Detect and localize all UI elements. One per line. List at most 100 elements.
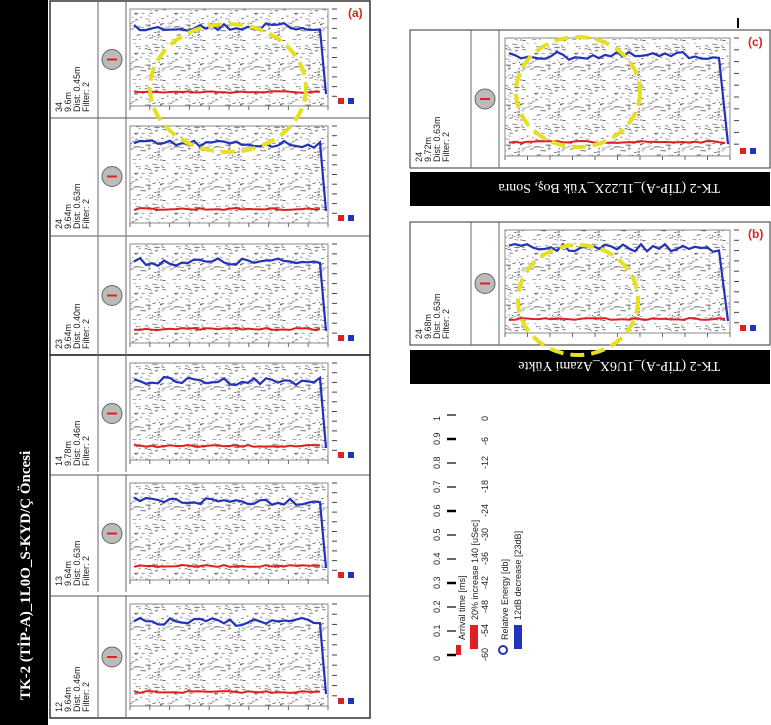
panel-label: Filter: 2 <box>81 682 91 712</box>
banner-text: TK-2 (TİP-A)_1L22X_Yük Boş, Sonra <box>498 180 720 196</box>
legend-tick-label: -18 <box>480 480 490 493</box>
legend-text: Relative Energy [db] <box>500 559 510 640</box>
panel-label: 24 <box>414 329 424 339</box>
legend-tick-label: 0.3 <box>432 576 442 589</box>
legend-tick-label: -30 <box>480 528 490 541</box>
waveform-plot <box>504 229 731 334</box>
title-strip <box>0 0 48 725</box>
legend-tick-label: 0.8 <box>432 456 442 469</box>
legend-tick-label: 0.6 <box>432 504 442 517</box>
arrival-line <box>133 563 321 568</box>
waveform-plot <box>129 482 329 581</box>
legend-tick-label: 0.9 <box>432 432 442 445</box>
highlight <box>516 243 640 357</box>
legend-tick-label: 0.4 <box>432 552 442 565</box>
scale-key <box>750 325 756 331</box>
energy-line <box>133 496 328 569</box>
legend-tick-label: 0.2 <box>432 600 442 613</box>
legend-tick-label: -6 <box>480 437 490 445</box>
arrival-line <box>133 326 321 332</box>
legend-tick-label: 0.5 <box>432 528 442 541</box>
banner-text: TK-2 (TİP-A)_1U6X_Azami Yükte <box>518 358 720 374</box>
panel-label: Filter: 2 <box>81 199 91 229</box>
panel-label: 24 <box>414 152 424 162</box>
panel-box <box>409 29 771 169</box>
arrival-line <box>133 443 320 449</box>
legend-tick-label: -54 <box>480 624 490 637</box>
panel-label: 9.64m <box>63 561 73 586</box>
panel-label: Filter: 2 <box>81 436 91 466</box>
waveform-plot <box>129 8 329 107</box>
legend-tick-label: -36 <box>480 552 490 565</box>
panel-label: 9.72m <box>423 137 433 162</box>
scale-key <box>740 325 746 331</box>
arrival-line <box>133 690 321 694</box>
energy-line <box>133 375 328 449</box>
highlight <box>148 22 308 154</box>
left-title: TK-2 (TİP-A)_1L0O_S-KYD/Ç Öncesi <box>17 451 34 700</box>
legend-key <box>498 645 508 655</box>
panel-label: Filter: 2 <box>81 82 91 112</box>
energy-line <box>133 616 328 695</box>
legend-tick-label: -48 <box>480 600 490 613</box>
panel-label: 9.64m <box>63 204 73 229</box>
banner <box>410 350 770 384</box>
panel-label: Dist: 0.46m <box>72 420 82 466</box>
legend-text: 20% increase 140 [uSec] <box>470 520 480 620</box>
panel-label: Filter: 2 <box>441 309 451 339</box>
scale-key <box>750 148 756 154</box>
panel-label: 14 <box>54 456 64 466</box>
legend-tick-label: -60 <box>480 648 490 661</box>
group-box <box>49 354 371 719</box>
panel-letter: (a) <box>348 6 363 20</box>
panel-label: 9.64m <box>63 324 73 349</box>
banner <box>410 172 770 206</box>
scale-key <box>338 452 344 458</box>
legend-tick-label: -12 <box>480 456 490 469</box>
arrival-line <box>508 139 726 144</box>
legend-key <box>470 625 478 649</box>
highlight <box>514 35 642 149</box>
scale-key <box>348 98 354 104</box>
scale-key <box>348 572 354 578</box>
energy-line <box>133 22 328 95</box>
scale-key <box>338 98 344 104</box>
panel-letter: (c) <box>748 35 763 49</box>
legend-tick-label: 1 <box>432 416 442 421</box>
energy-line <box>508 50 730 145</box>
legend-tick-label: 0.1 <box>432 624 442 637</box>
scale-key <box>338 335 344 341</box>
legend-text: 12dB decrease [23dB] <box>513 531 523 620</box>
panel-label: Filter: 2 <box>81 556 91 586</box>
panel-label: 23 <box>54 339 64 349</box>
scale-key <box>338 698 344 704</box>
panel-label: Dist: 0.63m <box>432 293 442 339</box>
panel-label: 24 <box>54 219 64 229</box>
panel-label: Dist: 0.46m <box>72 666 82 712</box>
legend-tick-label: 0 <box>432 656 442 661</box>
panel-label: Dist: 0.63m <box>72 183 82 229</box>
scale-key <box>348 452 354 458</box>
scale-key <box>348 215 354 221</box>
panel-label: 9.68m <box>423 314 433 339</box>
panel-label: Dist: 0.63m <box>432 116 442 162</box>
panel-label: Dist: 0.63m <box>72 540 82 586</box>
energy-line <box>133 256 328 332</box>
legend-text: Arrival time [ms] <box>457 575 467 640</box>
legend-key <box>456 645 461 655</box>
scale-key <box>348 698 354 704</box>
legend-tick-label: -24 <box>480 504 490 517</box>
legend-tick-label: 0.7 <box>432 480 442 493</box>
panel-label: 9.64m <box>63 687 73 712</box>
waveform-plot <box>504 37 731 157</box>
arrival-line <box>508 317 726 321</box>
panel-label: Filter: 2 <box>81 319 91 349</box>
arrival-line <box>133 90 321 94</box>
panel-box <box>409 221 771 346</box>
panel-label: Dist: 0.40m <box>72 303 82 349</box>
panel-label: 34 <box>54 102 64 112</box>
legend-key <box>514 625 522 649</box>
scale-key <box>338 572 344 578</box>
energy-line <box>508 242 730 322</box>
panel-label: 13 <box>54 576 64 586</box>
